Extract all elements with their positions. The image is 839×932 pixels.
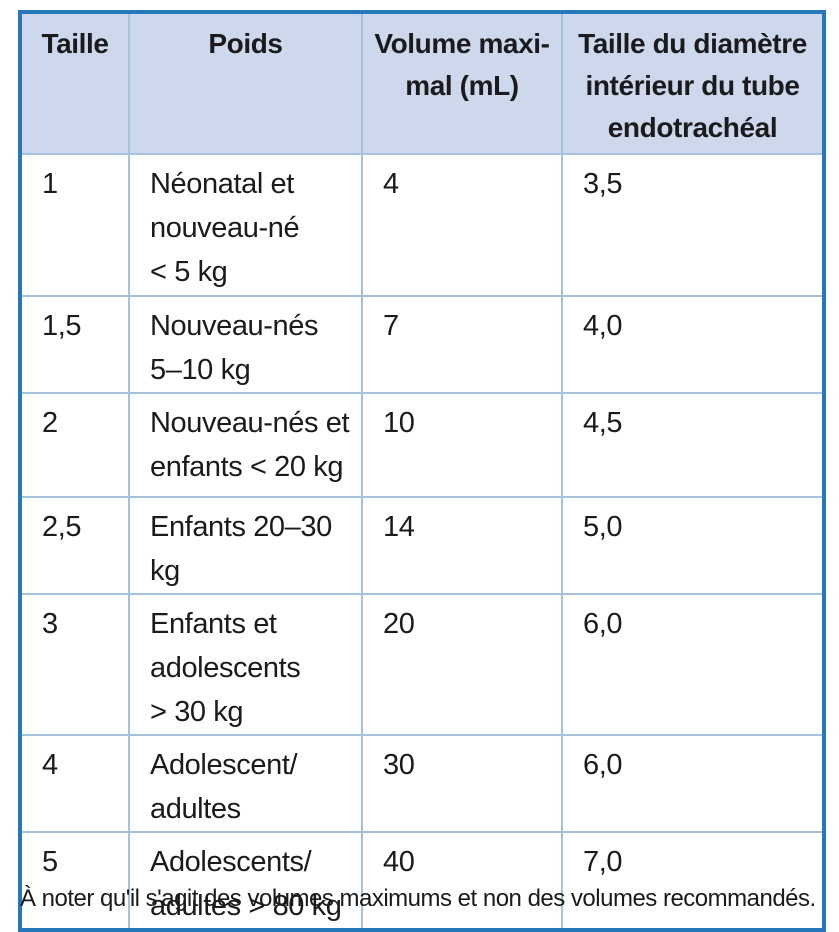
- cell-volume: 4: [361, 153, 563, 297]
- lma-sizing-table: Taille Poids Volume maxi- mal (mL) Taill…: [18, 10, 826, 932]
- cell-taille: 1: [19, 153, 130, 297]
- table-row: 3 Enfants et adolescents > 30 kg 20 6,0: [19, 593, 825, 736]
- cell-diametre: 4,0: [561, 295, 825, 394]
- column-header-volume: Volume maxi- mal (mL): [361, 11, 563, 155]
- cell-taille: 1,5: [19, 295, 130, 394]
- sizing-table-container: Taille Poids Volume maxi- mal (mL) Taill…: [18, 10, 826, 932]
- cell-poids: Adolescent/ adultes: [128, 734, 363, 833]
- cell-diametre: 4,5: [561, 392, 825, 498]
- cell-taille: 2,5: [19, 496, 130, 595]
- table-row: 2 Nouveau-nés et enfants < 20 kg 10 4,5: [19, 392, 825, 498]
- header-row: Taille Poids Volume maxi- mal (mL) Taill…: [19, 11, 825, 155]
- column-header-diametre: Taille du diamètre intérieur du tube end…: [561, 11, 825, 155]
- footnote: À noter qu'il s'agit des volumes maximum…: [20, 885, 816, 912]
- cell-diametre: 5,0: [561, 496, 825, 595]
- table-row: 5 Adolescents/ adultes > 80 kg 40 7,0: [19, 831, 825, 931]
- column-header-taille: Taille: [19, 11, 130, 155]
- cell-volume: 30: [361, 734, 563, 833]
- cell-diametre: 6,0: [561, 734, 825, 833]
- cell-poids: Adolescents/ adultes > 80 kg: [128, 831, 363, 931]
- cell-diametre: 3,5: [561, 153, 825, 297]
- column-header-poids: Poids: [128, 11, 363, 155]
- table-row: 4 Adolescent/ adultes 30 6,0: [19, 734, 825, 833]
- cell-taille: 5: [19, 831, 130, 931]
- cell-poids: Nouveau-nés et enfants < 20 kg: [128, 392, 363, 498]
- table-row: 2,5 Enfants 20–30 kg 14 5,0: [19, 496, 825, 595]
- cell-poids: Nouveau-nés 5–10 kg: [128, 295, 363, 394]
- cell-poids: Enfants et adolescents > 30 kg: [128, 593, 363, 736]
- table-row: 1 Néonatal et nouveau-né < 5 kg 4 3,5: [19, 153, 825, 297]
- cell-taille: 4: [19, 734, 130, 833]
- cell-taille: 3: [19, 593, 130, 736]
- cell-volume: 20: [361, 593, 563, 736]
- cell-volume: 7: [361, 295, 563, 394]
- cell-poids: Néonatal et nouveau-né < 5 kg: [128, 153, 363, 297]
- cell-volume: 10: [361, 392, 563, 498]
- cell-diametre: 7,0: [561, 831, 825, 931]
- cell-volume: 40: [361, 831, 563, 931]
- table-row: 1,5 Nouveau-nés 5–10 kg 7 4,0: [19, 295, 825, 394]
- cell-diametre: 6,0: [561, 593, 825, 736]
- cell-poids: Enfants 20–30 kg: [128, 496, 363, 595]
- cell-taille: 2: [19, 392, 130, 498]
- cell-volume: 14: [361, 496, 563, 595]
